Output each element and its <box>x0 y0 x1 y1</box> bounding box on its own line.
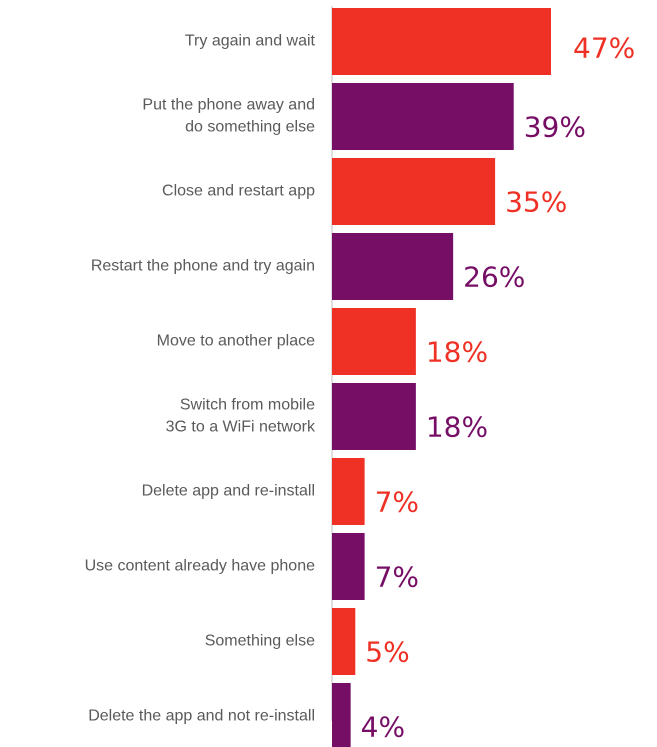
data-label: 47% <box>573 32 635 65</box>
data-label: 7% <box>375 486 419 519</box>
bar <box>332 83 514 150</box>
category-label: Move to another place <box>157 333 315 350</box>
bar <box>332 533 365 600</box>
data-label: 5% <box>365 636 409 669</box>
category-label: 3G to a WiFi network <box>166 419 316 436</box>
data-label: 35% <box>505 186 567 219</box>
category-label: Delete app and re-install <box>142 483 315 500</box>
bar <box>332 158 496 225</box>
bar <box>332 383 416 450</box>
data-label: 18% <box>426 336 488 369</box>
data-label: 4% <box>361 711 405 744</box>
category-label: do something else <box>185 119 315 136</box>
category-label: Put the phone away and <box>142 97 315 114</box>
bar <box>332 458 365 525</box>
bar <box>332 233 454 300</box>
category-label: Use content already have phone <box>85 558 315 575</box>
category-label: Delete the app and not re-install <box>88 708 315 725</box>
category-label: Restart the phone and try again <box>91 258 315 275</box>
bar-series: Try again and wait 47% Put the phone away … <box>85 8 635 747</box>
bar <box>332 8 551 75</box>
category-label: Something else <box>205 633 315 650</box>
data-label: 7% <box>375 561 419 594</box>
data-label: 26% <box>463 261 525 294</box>
category-label: Try again and wait <box>185 33 316 50</box>
data-label: 39% <box>524 111 586 144</box>
bar <box>332 683 351 747</box>
category-label: Switch from mobile <box>180 397 315 414</box>
bar <box>332 608 356 675</box>
data-label: 18% <box>426 411 488 444</box>
bar <box>332 308 416 375</box>
category-label: Close and restart app <box>162 183 315 200</box>
